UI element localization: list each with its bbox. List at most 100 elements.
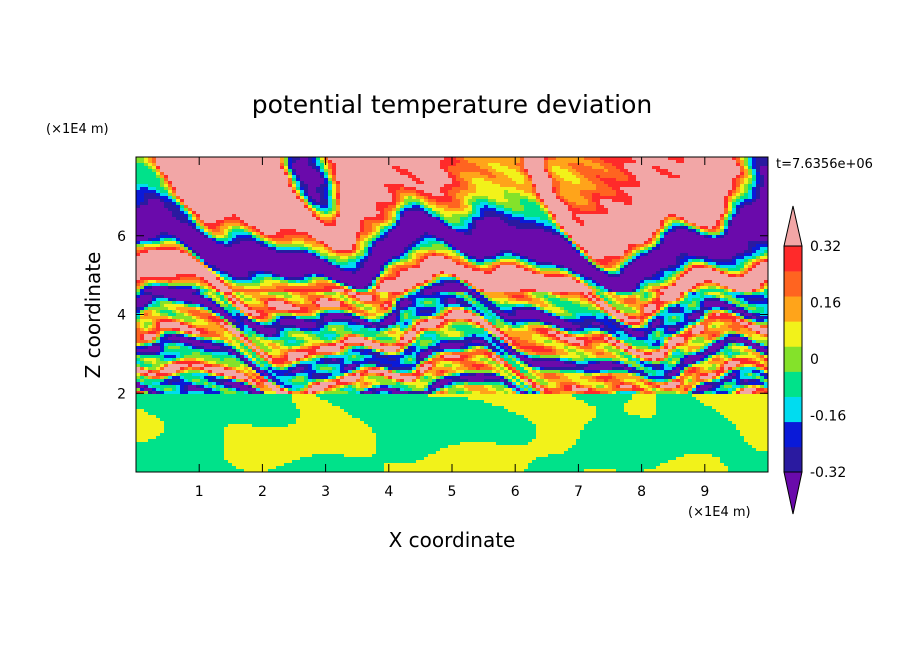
field-cell (468, 373, 477, 377)
field-cell (136, 367, 141, 371)
field-cell (640, 304, 645, 308)
field-cell (676, 373, 681, 377)
field-cell (668, 337, 673, 341)
field-cell (512, 328, 529, 332)
field-cell (204, 265, 209, 269)
field-cell (180, 244, 185, 248)
field-cell (360, 220, 365, 224)
field-cell (716, 313, 721, 317)
field-cell (312, 214, 317, 218)
field-cell (324, 379, 329, 383)
field-cell (756, 169, 761, 173)
field-cell (528, 196, 537, 200)
field-cell (736, 265, 745, 269)
field-cell (508, 361, 517, 365)
field-cell (460, 307, 465, 311)
field-cell (160, 343, 165, 347)
field-cell (680, 352, 685, 356)
field-cell (356, 253, 365, 257)
field-cell (580, 253, 585, 257)
field-cell (320, 193, 325, 197)
field-cell (640, 289, 645, 293)
field-cell (508, 334, 533, 338)
field-cell (500, 319, 505, 323)
field-cell (344, 301, 349, 305)
field-cell (356, 241, 361, 245)
field-cell (596, 352, 605, 356)
field-cell (328, 325, 345, 329)
field-cell (744, 334, 749, 338)
field-cell (384, 184, 405, 188)
field-cell (540, 331, 549, 335)
field-cell (756, 307, 765, 311)
field-cell (412, 178, 421, 182)
field-cell (144, 376, 149, 380)
field-cell (348, 343, 361, 347)
field-cell (392, 271, 397, 275)
field-cell (744, 202, 753, 206)
field-cell (696, 349, 701, 353)
field-cell (248, 346, 253, 350)
field-cell (288, 166, 293, 170)
field-cell (544, 169, 549, 173)
field-cell (612, 295, 621, 299)
field-cell (620, 319, 625, 323)
field-cell (532, 193, 537, 197)
field-cell (480, 307, 489, 311)
field-cell (324, 313, 329, 317)
field-cell (444, 244, 449, 248)
field-cell (324, 163, 329, 167)
field-cell (692, 298, 701, 302)
field-cell (160, 349, 165, 353)
field-cell (692, 268, 713, 272)
field-cell (240, 220, 245, 224)
field-cell (220, 223, 225, 227)
field-cell (472, 217, 481, 221)
field-cell (176, 331, 181, 335)
field-cell (656, 367, 661, 371)
field-cell (752, 319, 757, 323)
field-cell (668, 169, 741, 173)
field-cell (468, 337, 481, 341)
field-cell (472, 340, 485, 344)
field-cell (736, 313, 741, 317)
field-cell (288, 349, 297, 353)
field-cell (632, 289, 637, 293)
field-cell (416, 301, 421, 305)
field-cell (456, 319, 465, 323)
field-cell (316, 199, 321, 203)
field-cell (432, 337, 437, 341)
field-cell (376, 202, 397, 206)
field-cell (184, 301, 189, 305)
field-cell (656, 289, 661, 293)
field-cell (160, 352, 181, 356)
field-cell (664, 352, 669, 356)
field-cell (236, 340, 241, 344)
field-cell (308, 283, 317, 287)
field-cell (464, 223, 469, 227)
field-cell (672, 316, 677, 320)
field-cell (696, 325, 705, 329)
field-cell (500, 349, 505, 353)
field-cell (148, 373, 157, 377)
field-cell (228, 304, 233, 308)
field-cell (472, 346, 477, 350)
field-cell (444, 307, 449, 311)
field-cell (336, 265, 341, 269)
field-cell (328, 208, 333, 212)
field-cell (196, 220, 201, 224)
field-cell (236, 280, 253, 284)
field-cell (572, 217, 581, 221)
field-cell (356, 265, 361, 269)
field-cell (764, 178, 768, 182)
field-cell (576, 313, 593, 317)
field-cell (196, 325, 221, 329)
field-cell (300, 370, 305, 374)
field-cell (688, 295, 701, 299)
field-cell (648, 319, 653, 323)
field-cell (224, 364, 229, 368)
field-cell (364, 310, 369, 314)
field-cell (136, 304, 145, 308)
field-cell (344, 349, 349, 353)
field-cell (476, 349, 489, 353)
